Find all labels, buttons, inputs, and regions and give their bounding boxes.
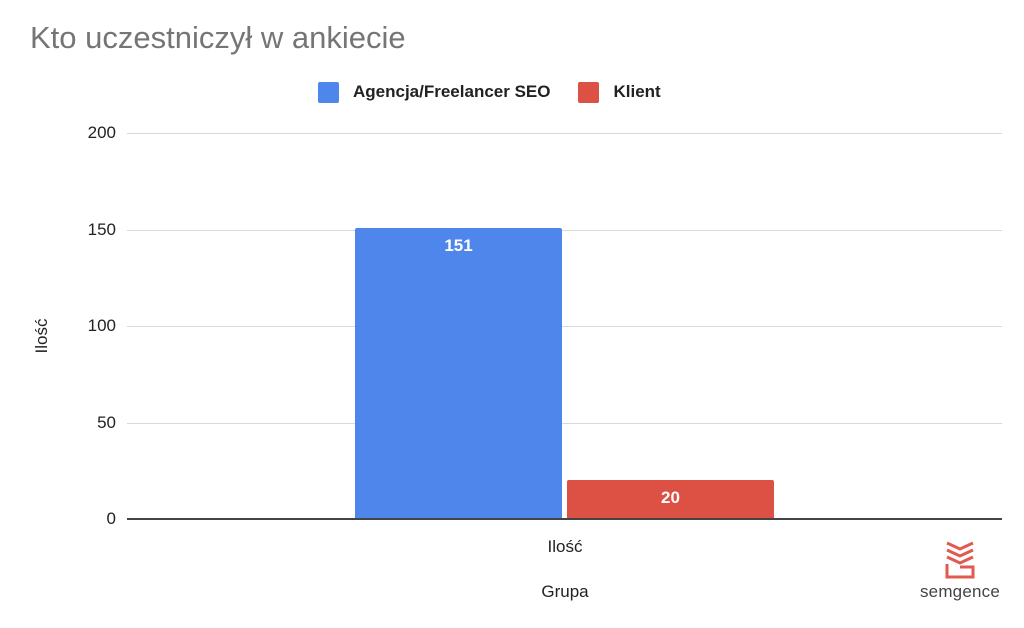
legend-swatch-klient bbox=[578, 81, 600, 103]
semgence-chevron-icon bbox=[945, 541, 975, 579]
legend-label-agencja: Agencja/Freelancer SEO bbox=[353, 82, 551, 101]
x-axis-baseline bbox=[127, 518, 1002, 520]
logo-text: semgence bbox=[919, 582, 1001, 601]
chart-title: Kto uczestniczył w ankiecie bbox=[30, 20, 406, 55]
semgence-logo: semgence bbox=[910, 540, 1010, 602]
y-tick-150: 150 bbox=[87, 220, 116, 239]
x-axis-title: Grupa bbox=[541, 582, 589, 601]
legend-swatch-agencja bbox=[318, 81, 339, 103]
gridline-150 bbox=[127, 230, 1002, 231]
bar-value-label: 20 bbox=[661, 488, 680, 507]
legend-item-klient[interactable]: Klient bbox=[578, 81, 661, 103]
y-tick-50: 50 bbox=[97, 413, 116, 432]
y-tick-0: 0 bbox=[106, 509, 116, 528]
legend: Agencja/Freelancer SEO Klient bbox=[318, 80, 689, 104]
legend-item-agencja[interactable]: Agencja/Freelancer SEO bbox=[318, 81, 551, 103]
y-axis-title: Ilość bbox=[32, 318, 51, 354]
bar-value-label: 151 bbox=[444, 236, 473, 255]
y-tick-200: 200 bbox=[87, 123, 116, 142]
y-tick-100: 100 bbox=[87, 316, 116, 335]
x-tick-label: Ilość bbox=[547, 537, 583, 556]
legend-label-klient: Klient bbox=[613, 82, 661, 101]
gridline-50 bbox=[127, 423, 1002, 424]
gridline-200 bbox=[127, 133, 1002, 134]
bar-agencja[interactable]: 151 bbox=[355, 228, 562, 519]
gridline-100 bbox=[127, 326, 1002, 327]
bar-klient[interactable]: 20 bbox=[567, 480, 774, 519]
